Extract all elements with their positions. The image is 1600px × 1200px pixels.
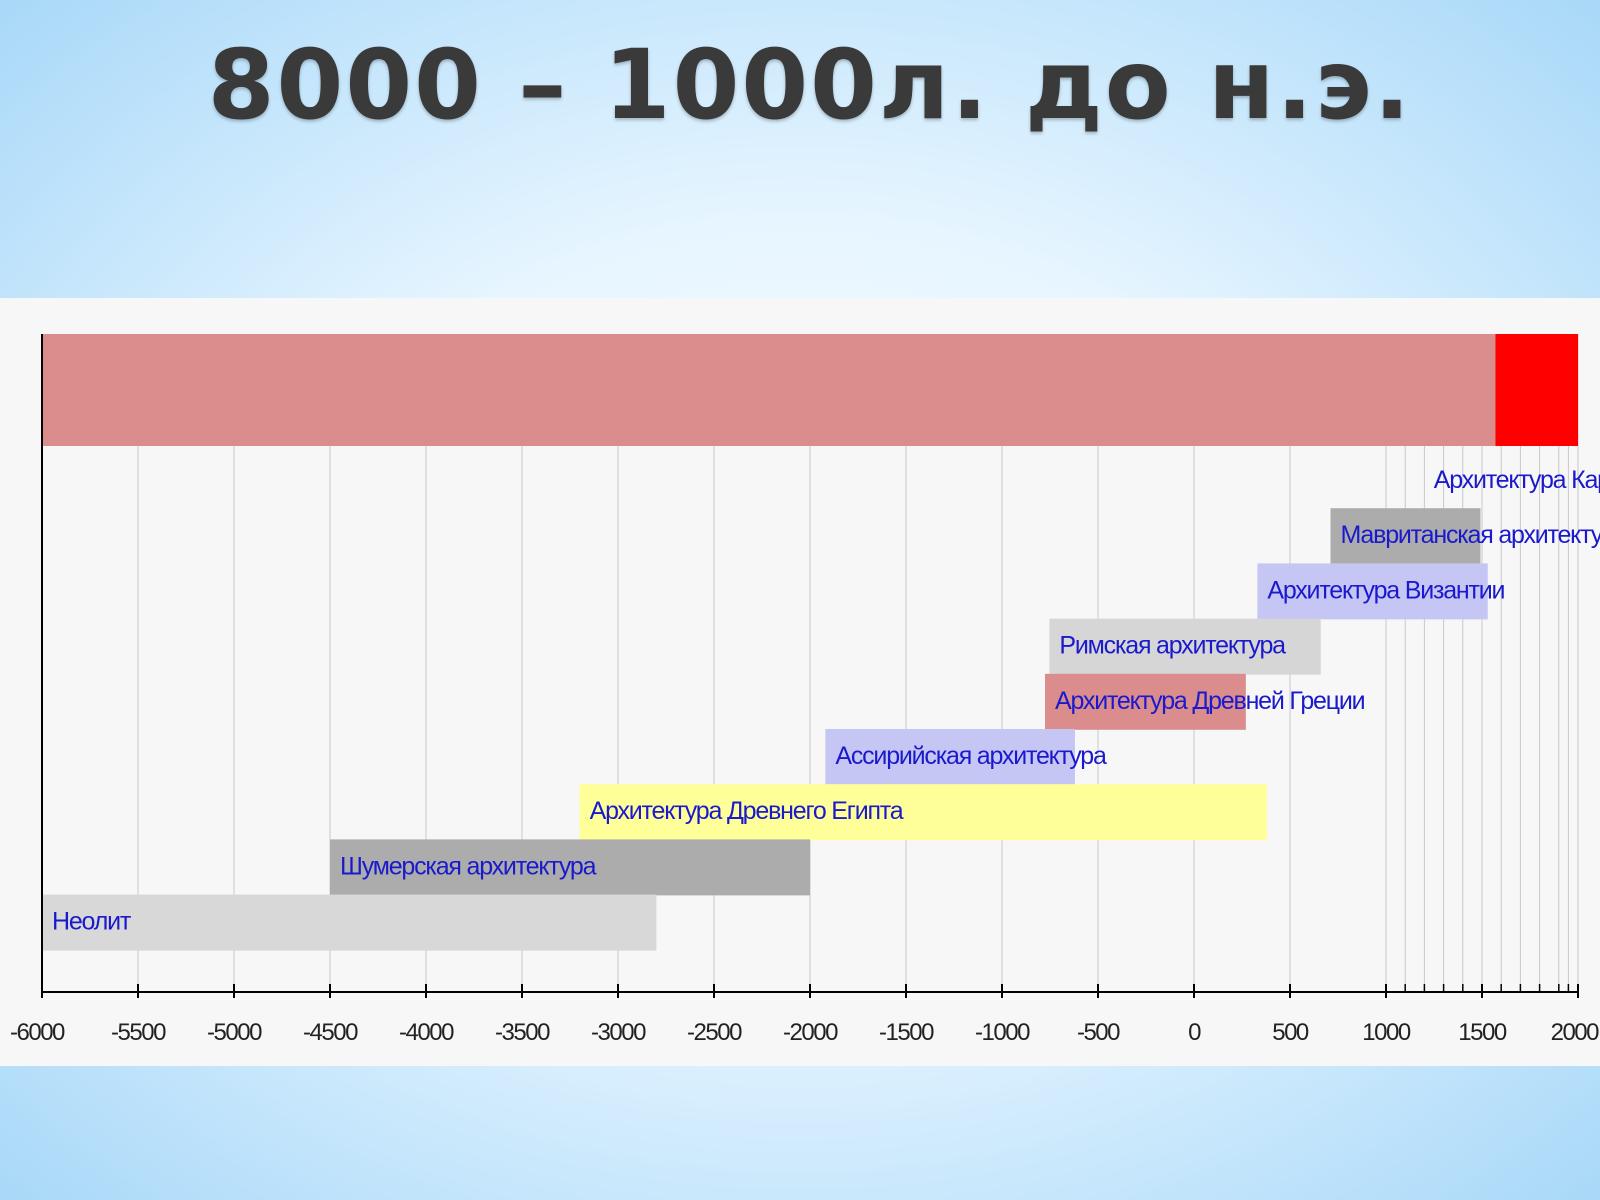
bar-5 [825,729,1075,785]
x-tick-label-7: -2500 [687,1019,742,1046]
x-tick-label-10: -1000 [975,1019,1030,1046]
x-tick-label-8: -2000 [783,1019,838,1046]
x-tick-label-14: 1000 [1362,1019,1411,1046]
top-band-segment-0 [42,334,1496,446]
bar-label-0: Архитектура Каролингов [1434,466,1600,494]
x-tick-label-6: -3000 [591,1019,646,1046]
bar-label-2: Архитектура Византии [1267,576,1504,604]
x-tick-label-15: 1500 [1458,1019,1507,1046]
bar-label-1: Мавританская архитектура [1341,521,1600,549]
bar-0 [1343,453,1367,509]
bar-3 [1049,618,1321,675]
bar-6 [579,784,1267,841]
x-tick-label-12: 0 [1188,1019,1201,1046]
timeline-chart: Архитектура Каролингов Мавританская архит… [10,334,1600,1046]
bar-1 [1330,508,1481,565]
bar-8 [42,894,657,951]
bar-label-4: Архитектура Древней Греции [1055,687,1365,715]
x-tick-label-13: 500 [1272,1019,1309,1046]
x-tick-label-5: -3500 [495,1019,550,1046]
slide-title: 8000 – 1000л. до н.э. [0,30,1600,140]
bar-4 [1045,673,1246,730]
x-tick-label-16: 2000 [1551,1019,1600,1046]
bar-7 [330,839,810,896]
bar-label-7: Шумерская архитектура [340,852,597,880]
x-tick-label-4: -4000 [399,1019,454,1046]
bar-2 [1257,563,1488,620]
x-tick-label-0: -6000 [10,1019,65,1046]
x-tick-label-2: -5000 [207,1019,262,1046]
x-tick-label-3: -4500 [303,1019,358,1046]
x-tick-label-1: -5500 [111,1019,166,1046]
slide-title-text: 8000 – 1000л. до н.э. [207,29,1413,141]
top-band-segment-1 [1495,334,1578,446]
bar-label-8: Неолит [52,908,132,936]
x-tick-label-9: -1500 [879,1019,934,1046]
bar-label-3: Римская архитектура [1059,632,1286,660]
x-tick-label-11: -500 [1077,1019,1120,1046]
chart-panel: Архитектура Каролингов Мавританская архит… [0,298,1600,1066]
bar-label-6: Архитектура Древнего Египта [590,797,904,825]
bar-label-5: Ассирийская архитектура [835,742,1107,770]
